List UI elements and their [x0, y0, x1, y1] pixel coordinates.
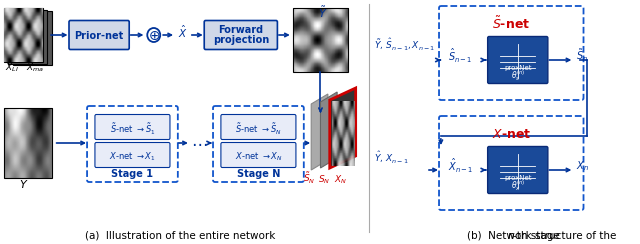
Text: n: n: [508, 231, 514, 241]
Text: Forward: Forward: [218, 25, 264, 35]
Text: $\tilde{Y},\, \hat{S}_{n-1}, X_{n-1}$: $\tilde{Y},\, \hat{S}_{n-1}, X_{n-1}$: [374, 37, 436, 53]
FancyBboxPatch shape: [488, 37, 548, 83]
Bar: [292, 8, 348, 72]
Text: (b)  Network structure of the: (b) Network structure of the: [467, 231, 620, 241]
Bar: [8, 10, 47, 64]
Polygon shape: [311, 94, 328, 170]
Text: (a)  Illustration of the entire network: (a) Illustration of the entire network: [85, 231, 276, 241]
Text: $\tilde{Y}$: $\tilde{Y}$: [317, 5, 327, 20]
Text: $\theta_s^{(n)}$: $\theta_s^{(n)}$: [511, 69, 525, 83]
Text: $\hat{X}_{n-1}$: $\hat{X}_{n-1}$: [448, 157, 474, 175]
Text: projection: projection: [212, 35, 269, 45]
Text: $X_N$: $X_N$: [334, 174, 348, 186]
Text: $X_n$: $X_n$: [576, 159, 589, 173]
Text: $\hat{X}$: $\hat{X}$: [178, 24, 188, 40]
FancyBboxPatch shape: [221, 114, 296, 140]
FancyBboxPatch shape: [221, 142, 296, 167]
FancyBboxPatch shape: [439, 6, 584, 100]
Polygon shape: [321, 92, 337, 168]
Text: $X$-net $\rightarrow X_1$: $X$-net $\rightarrow X_1$: [109, 151, 156, 163]
FancyBboxPatch shape: [213, 106, 304, 182]
Circle shape: [147, 28, 160, 42]
Text: -th stage: -th stage: [513, 231, 560, 241]
FancyBboxPatch shape: [95, 142, 170, 167]
Text: proxNet: proxNet: [504, 175, 531, 181]
Text: $\theta_x^{(n)}$: $\theta_x^{(n)}$: [511, 179, 525, 193]
Text: $X$-net: $X$-net: [492, 128, 531, 141]
FancyBboxPatch shape: [87, 106, 178, 182]
Bar: [13, 11, 52, 65]
Text: $X_{LI}$: $X_{LI}$: [4, 61, 19, 73]
FancyBboxPatch shape: [488, 146, 548, 193]
Text: $X$-net $\rightarrow X_N$: $X$-net $\rightarrow X_N$: [234, 151, 282, 163]
Text: $\cdots$: $\cdots$: [191, 134, 207, 152]
FancyBboxPatch shape: [439, 116, 584, 210]
Text: $X_{ma}$: $X_{ma}$: [26, 61, 44, 73]
Text: $\tilde{S}$-net: $\tilde{S}$-net: [492, 16, 531, 32]
Text: $\tilde{S}$-net $\rightarrow \tilde{S}_N$: $\tilde{S}$-net $\rightarrow \tilde{S}_N…: [235, 122, 282, 137]
Text: $S_N$: $S_N$: [318, 174, 330, 186]
FancyBboxPatch shape: [69, 20, 129, 50]
FancyBboxPatch shape: [204, 20, 277, 50]
Text: Stage N: Stage N: [237, 169, 280, 179]
Bar: [4, 108, 52, 178]
Text: $\tilde{S}$-net $\rightarrow \tilde{S}_1$: $\tilde{S}$-net $\rightarrow \tilde{S}_1…: [109, 122, 156, 137]
FancyBboxPatch shape: [95, 114, 170, 140]
Text: proxNet: proxNet: [504, 65, 531, 71]
Text: $Y$: $Y$: [19, 178, 28, 190]
Text: $\hat{Y},\, X_{n-1}$: $\hat{Y},\, X_{n-1}$: [374, 150, 409, 166]
Text: $\tilde{S}_n$: $\tilde{S}_n$: [576, 48, 588, 64]
Bar: [4, 8, 43, 62]
Text: Prior-net: Prior-net: [74, 31, 124, 41]
Text: $\hat{S}_{n-1}$: $\hat{S}_{n-1}$: [448, 47, 473, 65]
Text: Stage 1: Stage 1: [111, 169, 154, 179]
Text: $\oplus$: $\oplus$: [148, 29, 160, 43]
Polygon shape: [330, 88, 356, 168]
Text: $\tilde{S}_N$: $\tilde{S}_N$: [303, 171, 316, 186]
